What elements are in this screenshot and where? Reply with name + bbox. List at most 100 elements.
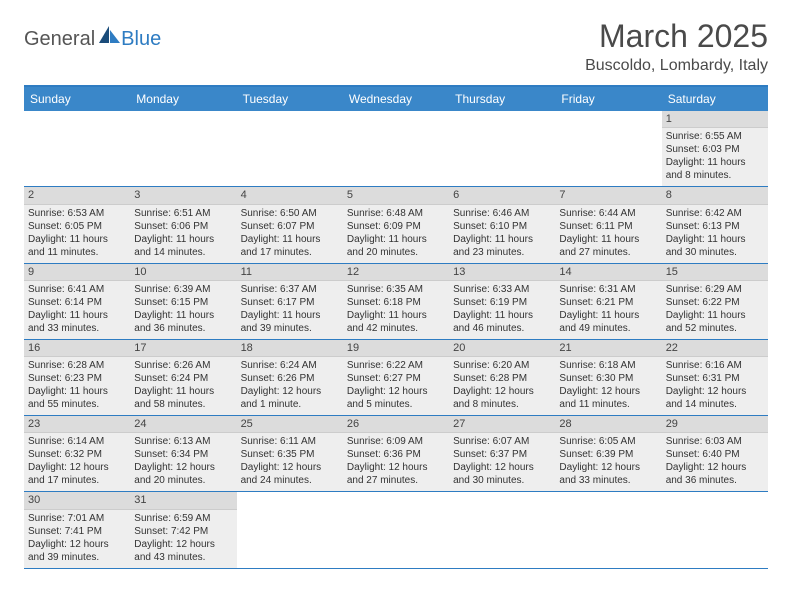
- sunrise-text: Sunrise: 6:20 AM: [453, 359, 551, 372]
- day-cell: 30Sunrise: 7:01 AMSunset: 7:41 PMDayligh…: [24, 492, 130, 567]
- sunrise-text: Sunrise: 6:05 AM: [559, 435, 657, 448]
- day-content: Sunrise: 6:41 AMSunset: 6:14 PMDaylight:…: [24, 281, 130, 339]
- sunset-text: Sunset: 6:09 PM: [347, 220, 445, 233]
- sunrise-text: Sunrise: 6:48 AM: [347, 207, 445, 220]
- sunrise-text: Sunrise: 6:16 AM: [666, 359, 764, 372]
- daylight-text: Daylight: 11 hours and 33 minutes.: [28, 309, 126, 335]
- day-cell: [343, 111, 449, 186]
- title-block: March 2025 Buscoldo, Lombardy, Italy: [585, 18, 768, 75]
- day-number: 19: [343, 340, 449, 357]
- day-content: Sunrise: 6:44 AMSunset: 6:11 PMDaylight:…: [555, 205, 661, 263]
- day-cell: 8Sunrise: 6:42 AMSunset: 6:13 PMDaylight…: [662, 187, 768, 262]
- sunset-text: Sunset: 6:24 PM: [134, 372, 232, 385]
- day-number: 6: [449, 187, 555, 204]
- sunset-text: Sunset: 6:35 PM: [241, 448, 339, 461]
- day-cell: 19 Sunrise: 6:22 AMSunset: 6:27 PMDayligh…: [343, 340, 449, 415]
- week-row: 1 Sunrise: 6:55 AMSunset: 6:03 PMDaylight…: [24, 111, 768, 187]
- sunset-text: Sunset: 6:14 PM: [28, 296, 126, 309]
- day-content: Sunrise: 6:13 AMSunset: 6:34 PMDaylight:…: [130, 433, 236, 491]
- day-number: 5: [343, 187, 449, 204]
- day-number: 30: [24, 492, 130, 509]
- day-header: Friday: [555, 87, 661, 111]
- day-cell: 15Sunrise: 6:29 AMSunset: 6:22 PMDayligh…: [662, 264, 768, 339]
- day-number: 17: [130, 340, 236, 357]
- day-content: Sunrise: 6:42 AMSunset: 6:13 PMDaylight:…: [662, 205, 768, 263]
- day-content: Sunrise: 6:03 AMSunset: 6:40 PMDaylight:…: [662, 433, 768, 491]
- sunset-text: Sunset: 6:27 PM: [347, 372, 445, 385]
- day-number: 20: [449, 340, 555, 357]
- day-header: Saturday: [662, 87, 768, 111]
- day-cell: 10Sunrise: 6:39 AMSunset: 6:15 PMDayligh…: [130, 264, 236, 339]
- day-number: 21: [555, 340, 661, 357]
- day-content: Sunrise: 7:01 AMSunset: 7:41 PMDaylight:…: [24, 510, 130, 568]
- day-cell: 4Sunrise: 6:50 AMSunset: 6:07 PMDaylight…: [237, 187, 343, 262]
- calendar-table: SundayMondayTuesdayWednesdayThursdayFrid…: [24, 85, 768, 569]
- daylight-text: Daylight: 11 hours and 52 minutes.: [666, 309, 764, 335]
- day-number: 1: [662, 111, 768, 128]
- day-header: Thursday: [449, 87, 555, 111]
- sunset-text: Sunset: 6:21 PM: [559, 296, 657, 309]
- sunset-text: Sunset: 6:30 PM: [559, 372, 657, 385]
- sunrise-text: Sunrise: 6:51 AM: [134, 207, 232, 220]
- day-number: 28: [555, 416, 661, 433]
- week-row: 30Sunrise: 7:01 AMSunset: 7:41 PMDayligh…: [24, 492, 768, 568]
- day-number: 11: [237, 264, 343, 281]
- day-cell: 18Sunrise: 6:24 AMSunset: 6:26 PMDayligh…: [237, 340, 343, 415]
- daylight-text: Daylight: 11 hours and 8 minutes.: [666, 156, 764, 182]
- sunset-text: Sunset: 6:11 PM: [559, 220, 657, 233]
- day-cell: 5Sunrise: 6:48 AMSunset: 6:09 PMDaylight…: [343, 187, 449, 262]
- daylight-text: Daylight: 11 hours and 39 minutes.: [241, 309, 339, 335]
- daylight-text: Daylight: 11 hours and 42 minutes.: [347, 309, 445, 335]
- day-cell: 27Sunrise: 6:07 AMSunset: 6:37 PMDayligh…: [449, 416, 555, 491]
- daylight-text: Daylight: 12 hours and 5 minutes.: [347, 385, 445, 411]
- day-number: 27: [449, 416, 555, 433]
- day-content: Sunrise: 6:09 AMSunset: 6:36 PMDaylight:…: [343, 433, 449, 491]
- sunset-text: Sunset: 6:18 PM: [347, 296, 445, 309]
- day-cell: 12Sunrise: 6:35 AMSunset: 6:18 PMDayligh…: [343, 264, 449, 339]
- day-content: Sunrise: 6:05 AMSunset: 6:39 PMDaylight:…: [555, 433, 661, 491]
- sunrise-text: Sunrise: 6:24 AM: [241, 359, 339, 372]
- day-cell: 7Sunrise: 6:44 AMSunset: 6:11 PMDaylight…: [555, 187, 661, 262]
- daylight-text: Daylight: 12 hours and 11 minutes.: [559, 385, 657, 411]
- day-number: 4: [237, 187, 343, 204]
- daylight-text: Daylight: 11 hours and 27 minutes.: [559, 233, 657, 259]
- sunrise-text: Sunrise: 6:22 AM: [347, 359, 445, 372]
- day-content: Sunrise: 6:07 AMSunset: 6:37 PMDaylight:…: [449, 433, 555, 491]
- day-cell: 29Sunrise: 6:03 AMSunset: 6:40 PMDayligh…: [662, 416, 768, 491]
- daylight-text: Daylight: 12 hours and 30 minutes.: [453, 461, 551, 487]
- sunrise-text: Sunrise: 6:07 AM: [453, 435, 551, 448]
- sunset-text: Sunset: 6:19 PM: [453, 296, 551, 309]
- sunset-text: Sunset: 6:32 PM: [28, 448, 126, 461]
- weeks-container: 1Sunrise: 6:55 AMSunset: 6:03 PMDaylight…: [24, 111, 768, 569]
- logo: General Blue: [24, 26, 161, 53]
- sunset-text: Sunset: 6:40 PM: [666, 448, 764, 461]
- day-content: Sunrise: 6:11 AMSunset: 6:35 PMDaylight:…: [237, 433, 343, 491]
- daylight-text: Daylight: 12 hours and 43 minutes.: [134, 538, 232, 564]
- day-content: Sunrise: 6:46 AMSunset: 6:10 PMDaylight:…: [449, 205, 555, 263]
- daylight-text: Daylight: 11 hours and 14 minutes.: [134, 233, 232, 259]
- sunrise-text: Sunrise: 6:55 AM: [666, 130, 764, 143]
- sunrise-text: Sunrise: 6:39 AM: [134, 283, 232, 296]
- day-content: Sunrise: 6:31 AMSunset: 6:21 PMDaylight:…: [555, 281, 661, 339]
- sunrise-text: Sunrise: 6:41 AM: [28, 283, 126, 296]
- sunset-text: Sunset: 6:36 PM: [347, 448, 445, 461]
- day-number: 22: [662, 340, 768, 357]
- sunset-text: Sunset: 7:42 PM: [134, 525, 232, 538]
- day-content: Sunrise: 6:48 AMSunset: 6:09 PMDaylight:…: [343, 205, 449, 263]
- day-content: Sunrise: 6:24 AMSunset: 6:26 PMDaylight:…: [237, 357, 343, 415]
- daylight-text: Daylight: 11 hours and 11 minutes.: [28, 233, 126, 259]
- sunset-text: Sunset: 6:03 PM: [666, 143, 764, 156]
- day-cell: [662, 492, 768, 567]
- daylight-text: Daylight: 12 hours and 17 minutes.: [28, 461, 126, 487]
- daylight-text: Daylight: 12 hours and 39 minutes.: [28, 538, 126, 564]
- sunset-text: Sunset: 6:05 PM: [28, 220, 126, 233]
- day-cell: 9Sunrise: 6:41 AMSunset: 6:14 PMDaylight…: [24, 264, 130, 339]
- day-number: 7: [555, 187, 661, 204]
- day-cell: [237, 492, 343, 567]
- daylight-text: Daylight: 12 hours and 8 minutes.: [453, 385, 551, 411]
- sunrise-text: Sunrise: 6:03 AM: [666, 435, 764, 448]
- sunrise-text: Sunrise: 6:53 AM: [28, 207, 126, 220]
- daylight-text: Daylight: 12 hours and 24 minutes.: [241, 461, 339, 487]
- day-number: 15: [662, 264, 768, 281]
- day-number: 26: [343, 416, 449, 433]
